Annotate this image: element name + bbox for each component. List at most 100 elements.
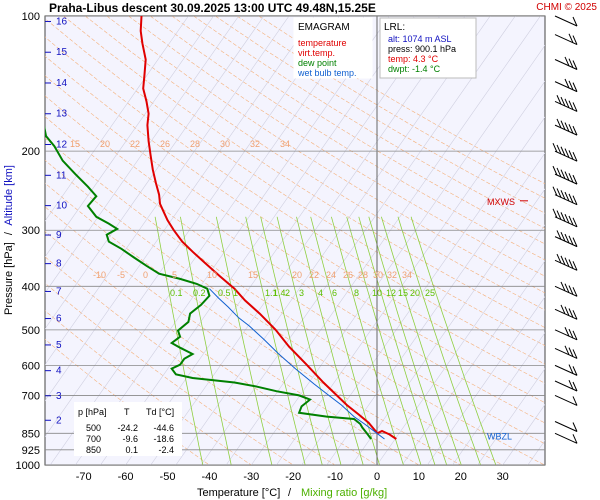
wind-barb-flag — [568, 308, 574, 318]
wind-barb-flag — [556, 230, 562, 240]
x-axis-title: Temperature [°C] / Mixing ratio [g/kg] — [197, 487, 387, 499]
wind-barb — [554, 15, 578, 27]
moist-adiabat-line — [45, 16, 239, 294]
dry-adiabat-label: 0 — [143, 270, 148, 280]
wind-barb-flag — [572, 330, 578, 341]
wind-barb-shaft — [554, 173, 578, 185]
moist-adiabat-line — [45, 16, 214, 258]
wind-barb — [554, 95, 578, 112]
moist-adiabat-line — [49, 16, 365, 465]
altitude-tick-label: 4 — [56, 366, 62, 377]
table-header-td: Td [°C] — [146, 407, 174, 417]
dry-adiabat-label: 30 — [373, 270, 383, 280]
altitude-tick-label: 3 — [56, 391, 62, 402]
wind-barb-flag — [560, 96, 566, 107]
wind-barb-flag — [568, 193, 574, 204]
wind-barb-flag — [568, 235, 574, 246]
dry-adiabat-label: 32 — [250, 139, 260, 149]
y-axis-label-altitude: Altitude [km] — [3, 165, 15, 226]
dry-adiabat-label: 22 — [309, 270, 319, 280]
wind-barb-flag — [572, 60, 578, 70]
moist-adiabat-line — [276, 80, 545, 465]
mixing-ratio-label: 20 — [410, 288, 420, 298]
table-cell: 0.1 — [125, 445, 138, 455]
table-header-t: T — [124, 407, 130, 417]
wind-barb-flag — [552, 186, 558, 196]
dry-adiabat-label: 22 — [130, 139, 140, 149]
dry-adiabat-line — [215, 16, 545, 214]
dry-adiabat-label: -10 — [93, 270, 106, 280]
moist-adiabat-line — [427, 296, 545, 465]
series-line-temperature — [139, 16, 397, 440]
wind-barb-flag — [572, 195, 578, 205]
svg-text:Pressure [hPa] / A: Pressure [hPa] / Altitude [km] — [3, 165, 15, 315]
wind-barb-flag — [564, 78, 570, 89]
altitude-tick-label: 2 — [56, 415, 62, 426]
plot-background — [44, 15, 546, 466]
wind-barb — [554, 304, 578, 320]
dry-adiabat-line — [45, 182, 461, 465]
dry-adiabat-label: -5 — [117, 270, 125, 280]
mixing-ratio-label: 15 — [398, 288, 408, 298]
wind-barb-flag — [564, 233, 570, 244]
wind-barb-shaft — [554, 34, 578, 46]
dry-adiabat-line — [45, 55, 545, 384]
wind-barb-flag — [560, 281, 566, 292]
wind-barb — [554, 33, 578, 46]
wind-barb-flag — [568, 379, 574, 390]
wind-barb-flag — [556, 95, 562, 105]
wind-barb — [552, 142, 578, 162]
x-tick-label: -60 — [118, 471, 134, 483]
mixing-ratio-label: 25 — [425, 288, 435, 298]
wind-barb-flag — [568, 215, 574, 226]
lrl-temp: temp: 4.3 °C — [388, 54, 439, 64]
moist-adiabat-line — [477, 368, 545, 465]
dry-adiabat-label: 30 — [220, 139, 230, 149]
wind-barb-flag — [564, 98, 570, 109]
wind-barb-shaft — [554, 236, 578, 248]
moist-adiabat-line — [45, 16, 189, 222]
moist-adiabat-line — [100, 16, 415, 465]
mixing-ratio-label: 1.4 — [273, 288, 286, 298]
mixing-ratio-label: 2 — [285, 288, 290, 298]
wind-barb-flag — [564, 191, 570, 202]
series-line-dew-point — [45, 125, 372, 440]
x-tick-label: 0 — [374, 471, 380, 483]
mixing-ratio-label: 10 — [372, 288, 382, 298]
wind-barb-flag — [568, 150, 574, 160]
dry-adiabat-line — [45, 18, 545, 346]
dry-adiabat-label: 26 — [160, 139, 170, 149]
moist-adiabat-line — [225, 16, 541, 465]
copyright-label: CHMI © 2025 — [536, 2, 597, 13]
wind-barb-flag — [572, 349, 578, 359]
wind-barb — [554, 432, 578, 444]
wind-barb-flag — [572, 16, 578, 27]
wind-barb-flag — [564, 257, 570, 267]
wind-barb-shaft — [554, 308, 578, 320]
wind-barb-flag — [572, 151, 578, 162]
moist-adiabat-line — [251, 44, 545, 465]
moist-adiabat-line — [301, 116, 545, 465]
wind-barb-shaft — [554, 150, 578, 162]
y-axis-label-separator: / — [3, 231, 15, 235]
x-axis-label-temperature: Temperature [°C] — [197, 487, 280, 499]
table-cell: 700 — [86, 434, 101, 444]
wbzl-marker: WBZL — [487, 432, 512, 442]
moist-adiabat-line — [578, 16, 600, 465]
wind-barb-flag — [568, 80, 574, 91]
x-tick-label: 20 — [455, 471, 467, 483]
mixing-ratio-label: 4 — [318, 288, 323, 298]
wind-barb-shaft — [554, 194, 578, 206]
wind-barb-flag — [564, 213, 570, 224]
wind-barb — [554, 118, 578, 136]
y-tick-label: 200 — [22, 146, 40, 158]
moist-adiabat-line — [452, 332, 545, 465]
dry-adiabat-label: 10 — [207, 270, 217, 280]
y-tick-label: 100 — [22, 11, 40, 23]
x-tick-label: -40 — [201, 471, 217, 483]
wind-barb — [552, 186, 578, 206]
altitude-tick-label: 8 — [56, 259, 62, 270]
wind-barb-flag — [556, 210, 562, 220]
lrl-box: LRL: alt: 1074 m ASL press: 900.1 hPa te… — [379, 17, 477, 79]
dry-adiabat-label: 34 — [402, 270, 412, 280]
